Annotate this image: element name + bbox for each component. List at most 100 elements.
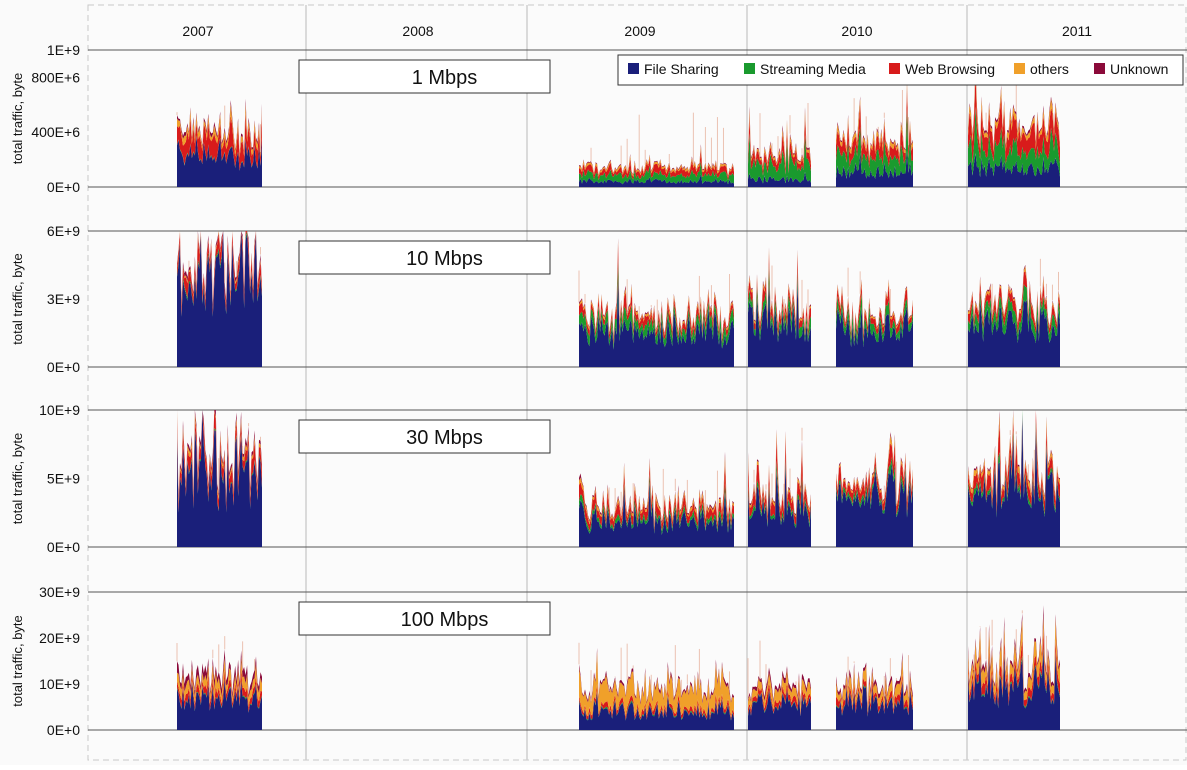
area-streaming-media-2007	[177, 678, 262, 713]
area-others-2009	[579, 651, 734, 718]
area-file-sharing-2010a	[748, 171, 811, 187]
legend-label-file-sharing: File Sharing	[644, 61, 719, 77]
year-label-2009: 2009	[624, 23, 655, 39]
area-streaming-media-2011	[968, 106, 1060, 178]
area-unknown-2009	[579, 144, 734, 177]
area-streaming-media-2009	[579, 259, 734, 350]
area-others-2009	[579, 455, 734, 528]
area-web-browsing-2011	[968, 271, 1060, 335]
area-web-browsing-2009	[579, 243, 734, 345]
y-tick-label: 0E+0	[47, 539, 80, 555]
y-tick-label: 1E+9	[47, 42, 80, 58]
area-streaming-media-2011	[968, 410, 1060, 518]
area-web-browsing-2010a	[748, 436, 811, 525]
area-web-browsing-2010a	[748, 253, 811, 338]
legend-swatch-streaming-media	[744, 63, 755, 74]
area-web-browsing-2007	[177, 231, 262, 316]
y-axis-label: total traffic, byte	[10, 433, 25, 525]
area-streaming-media-2011	[968, 284, 1060, 344]
area-web-browsing-2011	[968, 629, 1060, 707]
legend-label-unknown: Unknown	[1110, 61, 1168, 77]
area-web-browsing-2010a	[748, 116, 811, 176]
y-tick-label: 20E+9	[39, 630, 80, 646]
area-others-2010b	[836, 657, 913, 714]
area-streaming-media-2010b	[836, 107, 913, 179]
area-file-sharing-2010a	[748, 462, 811, 547]
area-file-sharing-2009	[579, 481, 734, 547]
area-others-2011	[968, 60, 1060, 153]
area-unknown-2007	[177, 649, 262, 699]
panel-title: 10 Mbps	[406, 248, 483, 270]
area-file-sharing-2011	[968, 649, 1060, 730]
y-tick-label: 6E+9	[47, 223, 80, 239]
year-label-2011: 2011	[1062, 23, 1092, 39]
area-web-browsing-2009	[579, 463, 734, 532]
area-web-browsing-2010b	[836, 673, 913, 716]
area-others-2007	[177, 103, 262, 158]
area-file-sharing-2011	[968, 153, 1060, 187]
area-web-browsing-2011	[968, 72, 1060, 164]
y-tick-label: 10E+9	[39, 402, 80, 418]
area-file-sharing-2010b	[836, 681, 913, 730]
area-others-2011	[968, 615, 1060, 701]
panel-title: 1 Mbps	[412, 67, 478, 89]
y-tick-label: 5E+9	[47, 471, 80, 487]
area-streaming-media-2010a	[748, 133, 811, 184]
area-web-browsing-2007	[177, 670, 262, 713]
y-tick-label: 10E+9	[39, 676, 80, 692]
area-web-browsing-2010a	[748, 682, 811, 716]
area-file-sharing-2009	[579, 276, 734, 367]
panel-100-mbps: 30E+9 20E+9 10E+9 0E+0 total traffic, byte 10…	[10, 584, 1187, 738]
legend-swatch-unknown	[1094, 63, 1105, 74]
area-web-browsing-2011	[968, 410, 1060, 514]
area-others-2009	[579, 146, 734, 178]
y-tick-label: 0E+0	[47, 722, 80, 738]
area-web-browsing-2009	[579, 149, 734, 181]
y-axis-label: total traffic, byte	[10, 615, 25, 707]
area-file-sharing-2010b	[836, 150, 913, 187]
y-tick-label: 800E+6	[31, 69, 80, 85]
area-file-sharing-2009	[579, 692, 734, 730]
y-tick-label: 3E+9	[47, 291, 80, 307]
panel-title-box	[298, 419, 551, 454]
area-others-2010a	[748, 431, 811, 518]
area-file-sharing-2010a	[748, 690, 811, 730]
area-web-browsing-2007	[177, 410, 262, 512]
y-axis-label: total traffic, byte	[10, 73, 25, 165]
y-tick-label: 400E+6	[31, 124, 80, 140]
area-file-sharing-2009	[579, 174, 734, 187]
area-file-sharing-2010b	[836, 463, 913, 547]
area-file-sharing-2011	[968, 414, 1060, 547]
area-file-sharing-2007	[177, 231, 262, 367]
year-label-2007: 2007	[182, 23, 213, 39]
legend-swatch-file-sharing	[628, 63, 639, 74]
panel-30-mbps: 10E+9 5E+9 0E+0 total traffic, byte 30 Mbps	[10, 402, 1187, 555]
panel-title: 30 Mbps	[406, 427, 483, 449]
area-web-browsing-2009	[579, 683, 734, 720]
y-tick-label: 0E+0	[47, 179, 80, 195]
panel-10-mbps: 6E+9 3E+9 0E+0 total traffic, byte 10 Mbps	[10, 223, 1187, 375]
area-streaming-media-2009	[579, 690, 734, 721]
area-file-sharing-2010a	[748, 279, 811, 367]
area-file-sharing-2011	[968, 299, 1060, 367]
area-unknown-2007	[177, 98, 262, 156]
area-others-2010b	[836, 434, 913, 507]
area-unknown-2010a	[748, 666, 811, 706]
area-file-sharing-2010b	[836, 305, 913, 367]
legend-swatch-web-browsing	[889, 63, 900, 74]
year-label-2010: 2010	[841, 23, 872, 39]
year-label-2008: 2008	[402, 23, 433, 39]
legend-swatch-others	[1014, 63, 1025, 74]
legend-label-others: others	[1030, 61, 1069, 77]
panel-title-box	[298, 601, 551, 636]
area-unknown-2009	[579, 451, 734, 526]
area-streaming-media-2010a	[748, 264, 811, 343]
legend-label-web-browsing: Web Browsing	[905, 61, 995, 77]
area-streaming-media-2010b	[836, 292, 913, 348]
area-web-browsing-2010b	[836, 87, 913, 168]
panel-title-box	[298, 240, 551, 275]
y-tick-label: 30E+9	[39, 584, 80, 600]
area-others-2007	[177, 656, 262, 708]
legend-box	[617, 54, 1184, 86]
